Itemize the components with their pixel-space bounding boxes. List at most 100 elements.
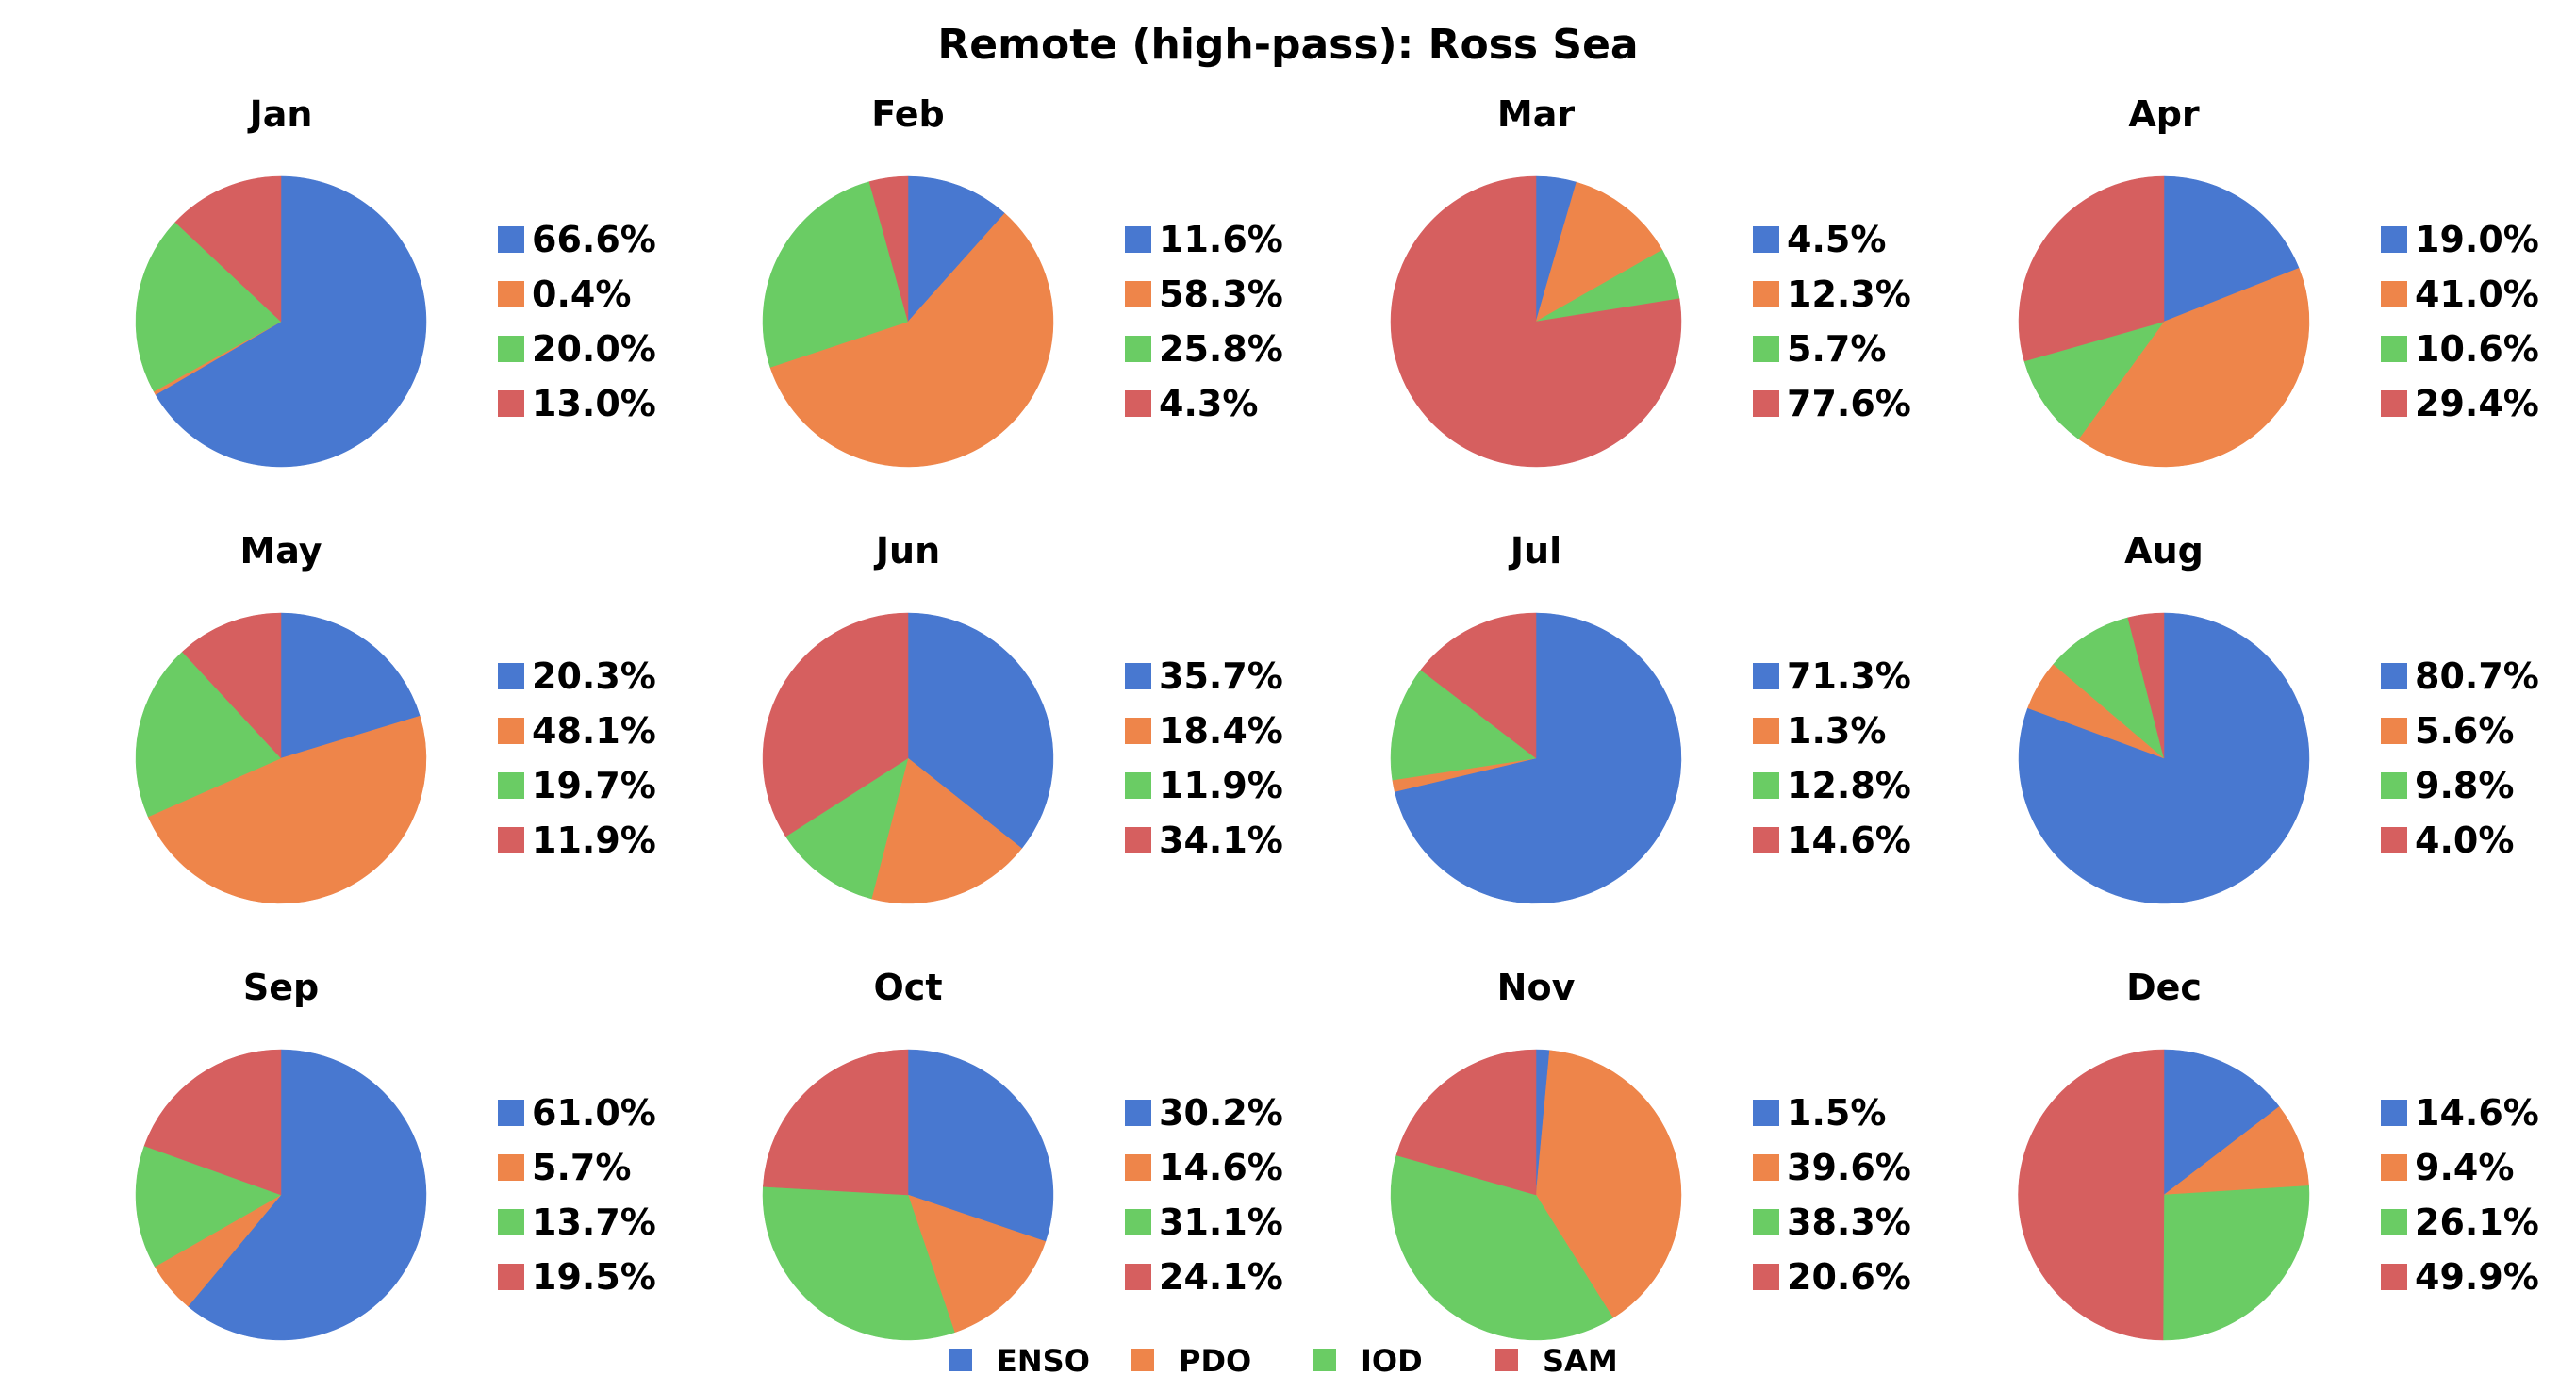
panel-title: Nov xyxy=(1497,967,1576,1008)
pct-label-enso: 1.5% xyxy=(1787,1092,1886,1134)
pie-panel-dec: Dec 14.6% 9.4% 26.1% 49.9% xyxy=(2018,967,2539,1341)
pie-slice-sam xyxy=(762,1049,909,1196)
pie-slice-sam xyxy=(1390,175,1682,468)
legend-swatch-pdo xyxy=(1131,1349,1154,1371)
pct-label-iod: 25.8% xyxy=(1159,328,1283,370)
pct-label-pdo: 1.3% xyxy=(1787,710,1886,752)
legend-swatch-pdo xyxy=(498,281,524,307)
legend-swatch-enso xyxy=(498,1100,524,1126)
panel-title: Jan xyxy=(247,93,313,135)
legend-swatch-sam xyxy=(2381,827,2407,853)
pct-label-sam: 13.0% xyxy=(532,383,656,424)
pie-panel-feb: Feb 11.6% 58.3% 25.8% 4.3% xyxy=(762,93,1283,468)
pie-panel-oct: Oct 30.2% 14.6% 31.1% 24.1% xyxy=(762,967,1283,1341)
pct-label-enso: 35.7% xyxy=(1159,655,1283,697)
legend-label-enso: ENSO xyxy=(997,1343,1090,1379)
pct-label-sam: 29.4% xyxy=(2415,383,2539,424)
pie-slice-iod xyxy=(135,651,282,818)
pie-slice-enso xyxy=(2163,175,2300,323)
pie-slice-sam xyxy=(1395,1049,1537,1196)
pie-slice-pdo xyxy=(147,715,427,904)
legend-swatch-enso xyxy=(1125,1100,1151,1126)
legend-swatch-pdo xyxy=(1753,718,1779,744)
pie-slice-iod xyxy=(762,1186,955,1341)
pie-slice-iod xyxy=(762,181,909,368)
pie-slice-pdo xyxy=(2078,267,2310,468)
pct-label-pdo: 5.7% xyxy=(532,1147,631,1188)
pct-label-iod: 13.7% xyxy=(532,1201,656,1243)
pie-slice-iod xyxy=(135,222,282,392)
legend-swatch-sam xyxy=(1753,827,1779,853)
legend-swatch-iod xyxy=(2381,1209,2407,1235)
pct-label-pdo: 39.6% xyxy=(1787,1147,1911,1188)
figure-legend: ENSO PDO IOD SAM xyxy=(949,1343,1618,1379)
pie-slice-iod xyxy=(784,757,909,900)
legend-swatch-sam xyxy=(1753,390,1779,417)
pie-panel-jan: Jan 66.6% 0.4% 20.0% 13.0% xyxy=(135,93,656,468)
pie-slice-enso xyxy=(907,612,1054,849)
pct-label-sam: 34.1% xyxy=(1159,820,1283,861)
panel-title: Oct xyxy=(874,967,943,1008)
panel-title: Mar xyxy=(1497,93,1575,135)
pie-slice-pdo xyxy=(870,757,1023,904)
pct-label-sam: 4.3% xyxy=(1159,383,1258,424)
pct-label-enso: 11.6% xyxy=(1159,219,1283,260)
legend-label-pdo: PDO xyxy=(1179,1343,1251,1379)
pct-label-iod: 5.7% xyxy=(1787,328,1886,370)
pct-label-sam: 49.9% xyxy=(2415,1256,2539,1298)
legend-swatch-iod xyxy=(1313,1349,1336,1371)
pie-panel-mar: Mar 4.5% 12.3% 5.7% 77.6% xyxy=(1390,93,1911,468)
pct-label-sam: 19.5% xyxy=(532,1256,656,1298)
pct-label-pdo: 14.6% xyxy=(1159,1147,1283,1188)
pct-label-sam: 11.9% xyxy=(532,820,656,861)
figure-title: Remote (high-pass): Ross Sea xyxy=(937,21,1638,69)
legend-swatch-enso xyxy=(498,663,524,689)
pie-panel-nov: Nov 1.5% 39.6% 38.3% 20.6% xyxy=(1390,967,1911,1341)
pie-slice-pdo xyxy=(1535,181,1663,323)
pie-slice-enso xyxy=(188,1049,427,1341)
pie-slice-pdo xyxy=(907,1194,1047,1334)
pct-label-enso: 61.0% xyxy=(532,1092,656,1134)
legend-swatch-iod xyxy=(1125,336,1151,362)
pie-slice-enso xyxy=(280,612,421,759)
legend-swatch-sam xyxy=(498,390,524,417)
pct-label-sam: 4.0% xyxy=(2415,820,2514,861)
pie-slice-iod xyxy=(1390,670,1537,781)
pie-panel-jun: Jun 35.7% 18.4% 11.9% 34.1% xyxy=(762,530,1283,904)
legend-swatch-enso xyxy=(1753,226,1779,253)
pct-label-iod: 26.1% xyxy=(2415,1201,2539,1243)
pct-label-iod: 19.7% xyxy=(532,765,656,806)
legend-swatch-iod xyxy=(2381,772,2407,799)
pct-label-sam: 20.6% xyxy=(1787,1256,1911,1298)
pct-label-enso: 80.7% xyxy=(2415,655,2539,697)
pie-slice-sam xyxy=(868,175,909,323)
legend-swatch-iod xyxy=(498,1209,524,1235)
pct-label-enso: 14.6% xyxy=(2415,1092,2539,1134)
panel-title: Jul xyxy=(1508,530,1561,572)
legend-swatch-enso xyxy=(949,1349,972,1371)
legend-label-iod: IOD xyxy=(1361,1343,1423,1379)
pct-label-pdo: 5.6% xyxy=(2415,710,2514,752)
panel-title: Feb xyxy=(871,93,944,135)
legend-swatch-enso xyxy=(1753,1100,1779,1126)
legend-swatch-enso xyxy=(2381,1100,2407,1126)
legend-swatch-sam xyxy=(2381,390,2407,417)
pct-label-enso: 20.3% xyxy=(532,655,656,697)
panel-title: Apr xyxy=(2128,93,2200,135)
pie-slice-sam xyxy=(181,612,282,759)
pie-panels: Jan 66.6% 0.4% 20.0% 13.0% Feb 11.6% 58.3% 25.8%… xyxy=(135,93,2539,1341)
legend-swatch-iod xyxy=(498,336,524,362)
legend-swatch-iod xyxy=(2381,336,2407,362)
pie-slice-sam xyxy=(143,1049,282,1196)
pct-label-enso: 71.3% xyxy=(1787,655,1911,697)
legend-swatch-sam xyxy=(1753,1264,1779,1290)
pct-label-pdo: 41.0% xyxy=(2415,273,2539,315)
legend-swatch-sam xyxy=(1125,827,1151,853)
legend-swatch-sam xyxy=(498,827,524,853)
legend-swatch-sam xyxy=(1125,1264,1151,1290)
legend-swatch-sam xyxy=(498,1264,524,1290)
pie-slice-enso xyxy=(155,175,427,468)
pct-label-iod: 20.0% xyxy=(532,328,656,370)
panel-title: Aug xyxy=(2124,530,2204,572)
legend-swatch-sam xyxy=(2381,1264,2407,1290)
